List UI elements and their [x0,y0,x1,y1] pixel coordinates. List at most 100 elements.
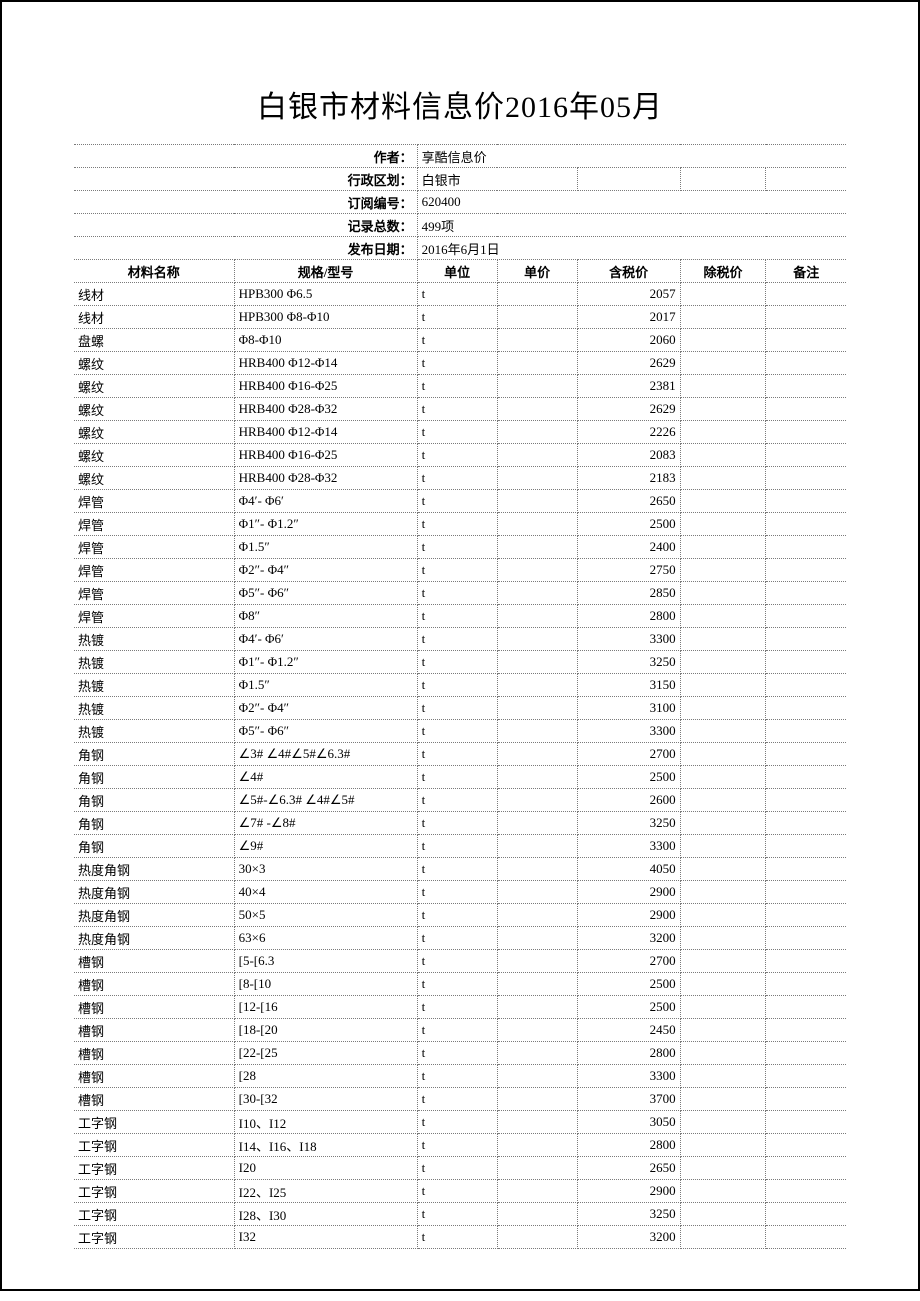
cell-unit: t [417,421,497,444]
cell-unit: t [417,697,497,720]
cell-notax [680,996,766,1019]
table-row: 热镀Φ1″- Φ1.2″t3250 [74,651,846,674]
cell-name: 工字钢 [74,1111,234,1134]
cell-remark [766,490,846,513]
table-row: 线材HPB300 Φ6.5t2057 [74,283,846,306]
meta-pubdate-label: 发布日期： [74,237,417,260]
cell-name: 角钢 [74,743,234,766]
table-row: 盘螺Φ8-Φ10t2060 [74,329,846,352]
cell-spec: Φ2″- Φ4″ [234,559,417,582]
cell-spec: I10、I12 [234,1111,417,1134]
cell-notax [680,1065,766,1088]
cell-notax [680,490,766,513]
header-notax: 除税价 [680,260,766,283]
cell-remark [766,283,846,306]
cell-name: 角钢 [74,812,234,835]
cell-spec: HPB300 Φ6.5 [234,283,417,306]
table-row: 工字钢I14、I16、I18t2800 [74,1134,846,1157]
cell-price [497,789,577,812]
cell-remark [766,697,846,720]
cell-price [497,582,577,605]
cell-unit: t [417,1134,497,1157]
cell-notax [680,1111,766,1134]
cell-unit: t [417,1088,497,1111]
cell-unit: t [417,1019,497,1042]
table-row: 螺纹HRB400 Φ16-Φ25t2083 [74,444,846,467]
table-row: 热镀Φ4′- Φ6′t3300 [74,628,846,651]
cell-tax: 2700 [577,743,680,766]
cell-tax: 2183 [577,467,680,490]
data-table: 作者： 享酷信息价 行政区划： 白银市 订阅编号： 620400 记录总数： 4… [74,144,846,1249]
cell-tax: 2700 [577,950,680,973]
meta-count-label: 记录总数： [74,214,417,237]
cell-price [497,835,577,858]
cell-price [497,720,577,743]
cell-remark [766,559,846,582]
table-row: 焊管Φ1.5″t2400 [74,536,846,559]
table-row: 槽钢[8-[10t2500 [74,973,846,996]
cell-notax [680,375,766,398]
cell-name: 工字钢 [74,1180,234,1203]
cell-spec: [28 [234,1065,417,1088]
cell-unit: t [417,605,497,628]
cell-notax [680,628,766,651]
cell-remark [766,536,846,559]
cell-notax [680,835,766,858]
table-row: 焊管Φ5″- Φ6″t2850 [74,582,846,605]
cell-unit: t [417,582,497,605]
cell-name: 角钢 [74,766,234,789]
cell-unit: t [417,1042,497,1065]
cell-price [497,1088,577,1111]
table-row: 槽钢[18-[20t2450 [74,1019,846,1042]
meta-empty [766,168,846,191]
cell-tax: 2083 [577,444,680,467]
cell-unit: t [417,1203,497,1226]
table-row: 热度角钢50×5t2900 [74,904,846,927]
cell-spec: 50×5 [234,904,417,927]
header-price: 单价 [497,260,577,283]
cell-remark [766,973,846,996]
cell-spec: ∠4# [234,766,417,789]
cell-notax [680,513,766,536]
cell-remark [766,1111,846,1134]
table-row: 线材HPB300 Φ8-Φ10t2017 [74,306,846,329]
cell-remark [766,674,846,697]
meta-region-label: 行政区划： [74,168,417,191]
cell-spec: Φ2″- Φ4″ [234,697,417,720]
table-row: 工字钢I22、I25t2900 [74,1180,846,1203]
cell-unit: t [417,858,497,881]
cell-tax: 2500 [577,973,680,996]
table-row: 角钢∠5#-∠6.3# ∠4#∠5#t2600 [74,789,846,812]
cell-spec: 30×3 [234,858,417,881]
cell-spec: I32 [234,1226,417,1249]
cell-notax [680,283,766,306]
cell-name: 角钢 [74,835,234,858]
cell-unit: t [417,1226,497,1249]
cell-name: 槽钢 [74,1065,234,1088]
cell-tax: 3250 [577,812,680,835]
table-row: 热镀Φ5″- Φ6″t3300 [74,720,846,743]
meta-author-value: 享酷信息价 [417,145,846,168]
cell-tax: 3250 [577,1203,680,1226]
cell-name: 槽钢 [74,996,234,1019]
table-row: 槽钢[28t3300 [74,1065,846,1088]
cell-tax: 2650 [577,1157,680,1180]
table-row: 角钢∠9#t3300 [74,835,846,858]
cell-notax [680,904,766,927]
cell-tax: 4050 [577,858,680,881]
cell-name: 热镀 [74,628,234,651]
cell-notax [680,536,766,559]
cell-name: 工字钢 [74,1157,234,1180]
cell-remark [766,720,846,743]
meta-row-author: 作者： 享酷信息价 [74,145,846,168]
cell-notax [680,697,766,720]
cell-spec: I20 [234,1157,417,1180]
meta-row-region: 行政区划： 白银市 [74,168,846,191]
table-row: 工字钢I32t3200 [74,1226,846,1249]
table-row: 角钢∠7# -∠8#t3250 [74,812,846,835]
cell-notax [680,398,766,421]
cell-remark [766,950,846,973]
cell-tax: 3700 [577,1088,680,1111]
cell-tax: 2400 [577,536,680,559]
cell-unit: t [417,559,497,582]
